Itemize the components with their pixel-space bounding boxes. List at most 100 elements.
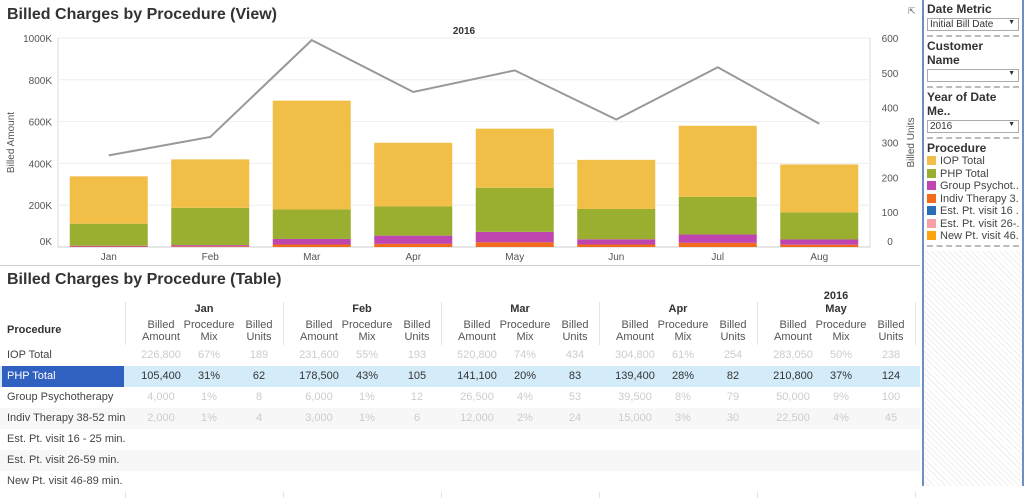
bar-segment[interactable] <box>70 224 148 246</box>
table-cell: 3,000 <box>293 412 345 424</box>
bar-segment[interactable] <box>171 246 249 247</box>
row-label[interactable]: IOP Total <box>7 349 52 361</box>
y-tick-label: 600K <box>29 118 53 129</box>
legend-label: IOP Total <box>940 155 985 167</box>
table-cell: 1% <box>341 391 393 403</box>
chevron-down-icon: ▼ <box>1008 19 1015 26</box>
legend-swatch <box>927 169 936 178</box>
table-cell: 50% <box>815 349 867 361</box>
bar-segment[interactable] <box>679 197 757 235</box>
table-cell: 304,800 <box>609 349 661 361</box>
table-cell: 254 <box>707 349 759 361</box>
measure-header: Billed Amount <box>451 319 503 343</box>
y2-tick-label: 300 <box>882 139 899 150</box>
legend-item[interactable]: IOP Total <box>927 155 1019 168</box>
legend-item[interactable]: PHP Total <box>927 168 1019 181</box>
measure-header: Billed Units <box>549 319 601 343</box>
table-cell: 79 <box>707 391 759 403</box>
y-tick-label: 400K <box>29 159 53 170</box>
legend-item[interactable]: Est. Pt. visit 16 .. <box>927 205 1019 218</box>
table-cell: 43% <box>341 370 393 382</box>
measure-header: Billed Units <box>233 319 285 343</box>
y-tick-label: 1000K <box>23 34 52 45</box>
table-cell: 434 <box>549 349 601 361</box>
row-label[interactable]: Indiv Therapy 38-52 min <box>7 412 125 424</box>
bar-segment[interactable] <box>273 244 351 247</box>
bar-segment[interactable] <box>374 244 452 247</box>
bar-segment[interactable] <box>780 245 858 247</box>
legend-swatch <box>927 156 936 165</box>
bar-segment[interactable] <box>679 243 757 247</box>
table-cell: 1% <box>183 391 235 403</box>
bar-segment[interactable] <box>171 159 249 207</box>
table-cell: 100 <box>865 391 917 403</box>
table-cell: 8% <box>657 391 709 403</box>
table-cell: 4% <box>815 412 867 424</box>
bar-segment[interactable] <box>374 143 452 207</box>
expand-icon[interactable]: ⇱ <box>908 6 916 17</box>
bar-segment[interactable] <box>171 245 249 246</box>
row-label[interactable]: Group Psychotherapy <box>7 391 113 403</box>
measure-header: Billed Amount <box>293 319 345 343</box>
table-cell: 30 <box>707 412 759 424</box>
row-label[interactable]: New Pt. visit 46-89 min. <box>7 475 123 487</box>
bar-segment[interactable] <box>476 232 554 242</box>
table-row[interactable]: New Pt. visit 46-89 min. <box>0 471 920 492</box>
date-metric-dropdown[interactable]: Initial Bill Date▼ <box>927 18 1019 31</box>
legend-item[interactable]: Est. Pt. visit 26-.. <box>927 218 1019 231</box>
table-cell: 226,800 <box>135 349 187 361</box>
table-cell: 20% <box>499 370 551 382</box>
filter-panel: Date Metric Initial Bill Date▼ Customer … <box>922 0 1024 486</box>
table-row[interactable]: Est. Pt. visit 26-59 min. <box>0 450 920 471</box>
bar-segment[interactable] <box>273 101 351 210</box>
bar-segment[interactable] <box>780 212 858 239</box>
row-label[interactable]: Est. Pt. visit 16 - 25 min. <box>7 433 126 445</box>
table-cell: 39,500 <box>609 391 661 403</box>
bar-segment[interactable] <box>679 234 757 242</box>
x-tick-label: Aug <box>810 252 828 263</box>
legend-item[interactable]: New Pt. visit 46.. <box>927 230 1019 243</box>
bar-segment[interactable] <box>374 236 452 244</box>
year-dropdown[interactable]: 2016▼ <box>927 120 1019 133</box>
table-cell: 15,000 <box>609 412 661 424</box>
month-header: May <box>757 303 915 315</box>
table-cell: 12 <box>391 391 443 403</box>
bar-segment[interactable] <box>476 129 554 188</box>
table-cell: 231,600 <box>293 349 345 361</box>
table-cell: 1% <box>183 412 235 424</box>
bar-segment[interactable] <box>577 160 655 209</box>
bar-segment[interactable] <box>679 126 757 197</box>
bar-segment[interactable] <box>476 188 554 232</box>
table-cell: 24 <box>549 412 601 424</box>
y2-tick-label: 600 <box>882 34 899 45</box>
bar-segment[interactable] <box>577 209 655 239</box>
bar-segment[interactable] <box>70 246 148 247</box>
table-cell: 67% <box>183 349 235 361</box>
row-label[interactable]: Est. Pt. visit 26-59 min. <box>7 454 119 466</box>
table-row[interactable]: Est. Pt. visit 16 - 25 min. <box>0 429 920 450</box>
bar-segment[interactable] <box>70 176 148 223</box>
row-label[interactable]: PHP Total <box>7 370 56 382</box>
table-cell: 189 <box>233 349 285 361</box>
legend-item[interactable]: Indiv Therapy 3.. <box>927 193 1019 206</box>
bar-segment[interactable] <box>273 209 351 238</box>
bar-segment[interactable] <box>273 239 351 245</box>
legend-item[interactable]: Group Psychot.. <box>927 180 1019 193</box>
bar-segment[interactable] <box>780 164 858 212</box>
bar-segment[interactable] <box>171 208 249 245</box>
table-cell: 520,800 <box>451 349 503 361</box>
measure-header: Procedure Mix <box>499 319 551 343</box>
table-cell: 4 <box>233 412 285 424</box>
bar-segment[interactable] <box>577 244 655 247</box>
measure-header: Billed Units <box>391 319 443 343</box>
bar-segment[interactable] <box>577 239 655 244</box>
bar-segment[interactable] <box>780 239 858 244</box>
bar-segment[interactable] <box>374 206 452 235</box>
year-value: 2016 <box>930 121 952 132</box>
bar-segment[interactable] <box>476 242 554 247</box>
customer-name-dropdown[interactable]: ▼ <box>927 69 1019 82</box>
